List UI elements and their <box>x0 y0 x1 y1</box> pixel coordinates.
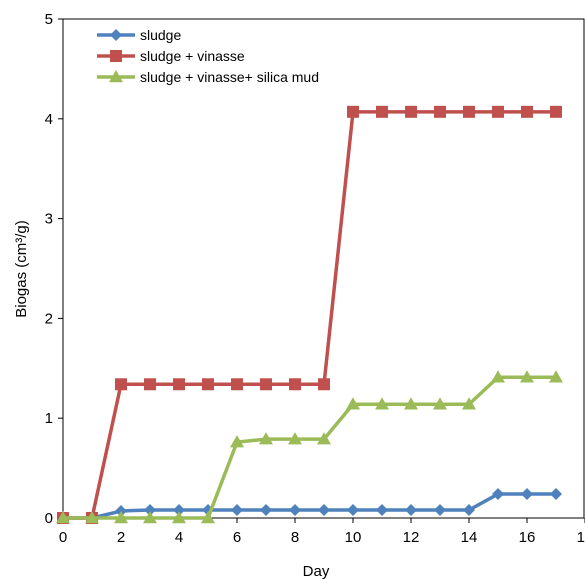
data-point <box>549 370 563 383</box>
legend-item: sludge + vinasse+ silica mud <box>97 69 319 85</box>
y-tick-label: 2 <box>45 310 53 327</box>
y-tick-label: 1 <box>45 410 53 427</box>
data-point <box>550 105 562 118</box>
data-point <box>521 488 533 501</box>
x-tick-label: 4 <box>175 529 183 546</box>
data-point <box>462 397 476 410</box>
x-tick-label: 12 <box>403 529 420 546</box>
data-point <box>347 105 359 118</box>
data-point <box>318 504 330 517</box>
series-line <box>63 110 556 520</box>
x-tick-label: 8 <box>291 529 299 546</box>
data-point <box>463 504 475 517</box>
data-point <box>405 105 417 118</box>
data-point <box>346 397 360 410</box>
data-point <box>144 378 156 391</box>
data-point <box>289 378 301 391</box>
data-point <box>375 397 389 410</box>
series-1 <box>57 105 562 524</box>
data-point <box>230 435 244 448</box>
data-point <box>288 432 302 445</box>
data-point <box>491 370 505 383</box>
data-point <box>259 432 273 445</box>
y-tick-label: 3 <box>45 211 53 228</box>
data-point <box>201 511 215 524</box>
data-point <box>521 105 533 118</box>
data-point <box>317 432 331 445</box>
x-tick-label: 14 <box>461 529 478 546</box>
data-point <box>550 488 562 501</box>
x-axis: 0 2 4 6 8 10 12 14 16 18 <box>59 518 585 546</box>
legend-label: sludge + vinasse+ silica mud <box>140 69 319 85</box>
data-point <box>85 511 99 524</box>
legend-marker <box>110 29 122 41</box>
data-point <box>115 378 127 391</box>
x-tick-label: 16 <box>519 529 536 546</box>
data-point <box>347 504 359 517</box>
y-tick-label: 4 <box>45 111 53 128</box>
x-axis-title: Day <box>303 563 330 579</box>
data-point <box>405 504 417 517</box>
x-tick-label: 0 <box>59 529 67 546</box>
y-tick-label: 5 <box>45 11 53 28</box>
y-tick-label: 0 <box>45 510 53 527</box>
data-point <box>376 105 388 118</box>
data-point <box>492 488 504 501</box>
data-point <box>260 378 272 391</box>
data-point <box>231 504 243 517</box>
series-2 <box>56 370 563 524</box>
x-tick-label: 6 <box>233 529 241 546</box>
plot-border <box>62 18 585 519</box>
y-axis: 0 1 2 3 4 5 <box>45 11 63 527</box>
data-point <box>173 378 185 391</box>
data-point <box>172 511 186 524</box>
legend-item: sludge + vinasse <box>97 48 245 64</box>
data-point <box>56 511 70 524</box>
data-point <box>492 105 504 118</box>
data-point <box>260 504 272 517</box>
x-tick-label: 10 <box>345 529 362 546</box>
data-point <box>404 397 418 410</box>
data-point <box>114 511 128 524</box>
data-point <box>376 504 388 517</box>
data-point <box>202 378 214 391</box>
data-point <box>289 504 301 517</box>
data-point <box>463 105 475 118</box>
series-layer <box>56 105 563 524</box>
series-line <box>63 492 556 520</box>
plot-area <box>62 18 585 519</box>
data-point <box>434 504 446 517</box>
x-tick-label: 18 <box>577 529 585 546</box>
data-point <box>318 378 330 391</box>
data-point <box>434 105 446 118</box>
data-point <box>144 504 156 517</box>
legend-label: sludge + vinasse <box>140 48 245 64</box>
legend-marker <box>110 50 122 62</box>
y-axis-title: Biogas (cm³/g) <box>13 220 30 318</box>
data-point <box>433 397 447 410</box>
series-line <box>63 375 556 520</box>
data-point <box>143 511 157 524</box>
data-point <box>231 378 243 391</box>
data-point <box>173 504 185 517</box>
data-point <box>520 370 534 383</box>
legend-marker <box>109 70 123 83</box>
legend-label: sludge <box>140 27 181 43</box>
legend: sludge sludge + vinasse sludge + vinasse+ … <box>97 27 319 85</box>
legend-item: sludge <box>97 27 181 43</box>
x-tick-label: 2 <box>117 529 125 546</box>
